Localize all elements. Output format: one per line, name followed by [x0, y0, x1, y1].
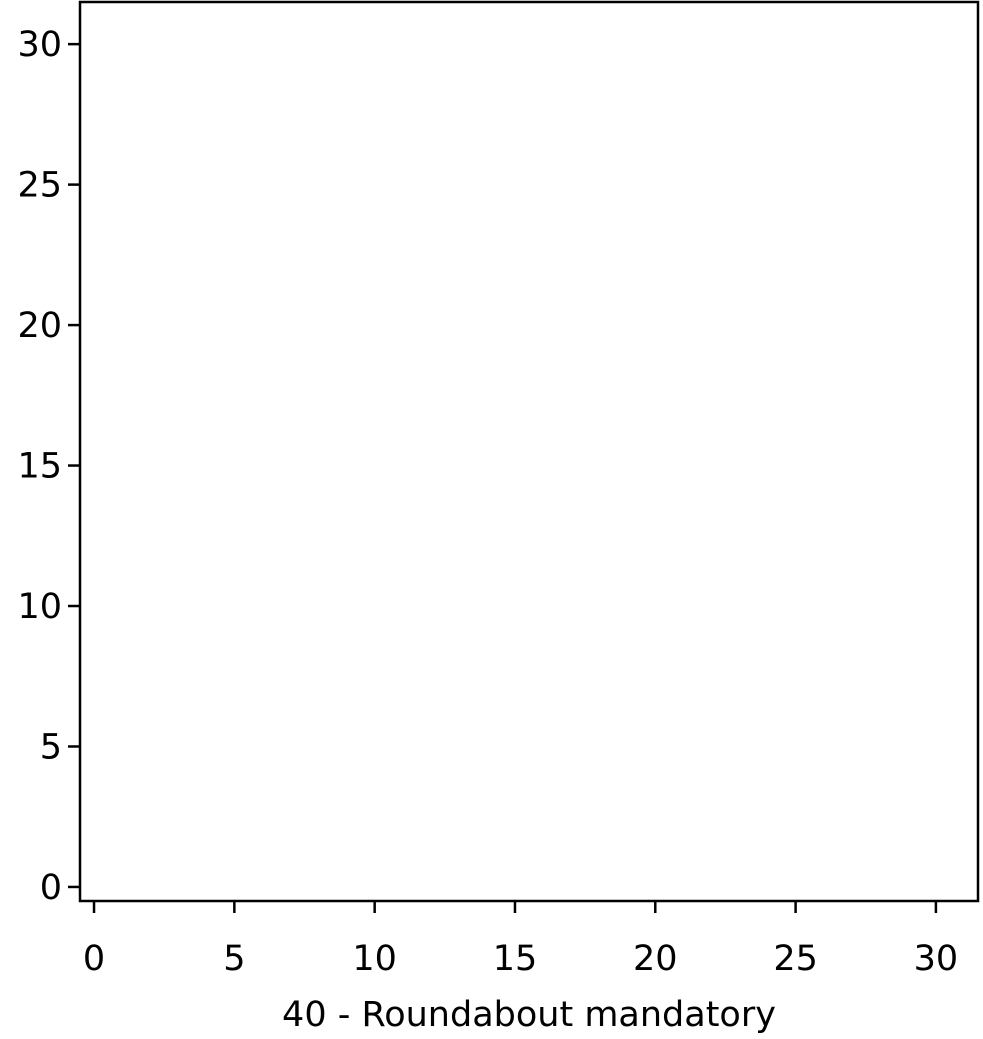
- y-tick-label: 5: [40, 727, 62, 767]
- x-axis-label: 40 - Roundabout mandatory: [282, 995, 776, 1034]
- x-tick-label: 20: [633, 939, 678, 979]
- y-tick-label: 0: [40, 868, 62, 908]
- x-tick-label: 25: [773, 939, 818, 979]
- x-tick-label: 10: [352, 939, 397, 979]
- y-tick-label: 15: [17, 447, 62, 487]
- y-axis: 0 5 10 15 20 25 30: [17, 25, 80, 908]
- x-axis: 0 5 10 15 20 25 30: [83, 901, 958, 979]
- y-tick-label: 20: [17, 306, 62, 346]
- x-tick-label: 0: [83, 939, 105, 979]
- x-tick-label: 5: [223, 939, 245, 979]
- axes-frame: [78, 0, 980, 903]
- y-tick-label: 10: [17, 587, 62, 627]
- x-tick-label: 30: [914, 939, 959, 979]
- x-tick-label: 15: [493, 939, 538, 979]
- y-tick-label: 25: [17, 166, 62, 206]
- y-tick-label: 30: [17, 25, 62, 65]
